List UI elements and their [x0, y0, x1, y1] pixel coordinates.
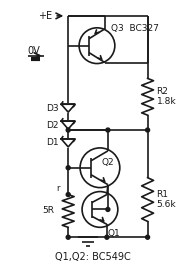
Circle shape	[66, 235, 70, 239]
Text: 0V: 0V	[28, 46, 40, 56]
Text: Q1: Q1	[108, 229, 121, 238]
Text: 5R: 5R	[42, 207, 54, 215]
Text: R1
5.6k: R1 5.6k	[157, 190, 176, 209]
Text: Q2: Q2	[102, 158, 115, 167]
Circle shape	[66, 128, 70, 132]
Circle shape	[146, 128, 150, 132]
Circle shape	[106, 128, 110, 132]
Text: D3: D3	[46, 104, 58, 113]
Circle shape	[105, 235, 109, 239]
Text: R2
1.8k: R2 1.8k	[157, 87, 176, 106]
Circle shape	[106, 207, 110, 211]
Circle shape	[66, 193, 70, 197]
Text: Q3  BC327: Q3 BC327	[111, 24, 159, 33]
Text: D2: D2	[46, 121, 58, 130]
Text: D1: D1	[46, 139, 58, 147]
Circle shape	[146, 235, 150, 239]
Text: +E: +E	[38, 11, 52, 21]
Text: r: r	[57, 184, 60, 193]
Text: Q1,Q2: BC549C: Q1,Q2: BC549C	[55, 252, 131, 262]
Circle shape	[66, 166, 70, 170]
